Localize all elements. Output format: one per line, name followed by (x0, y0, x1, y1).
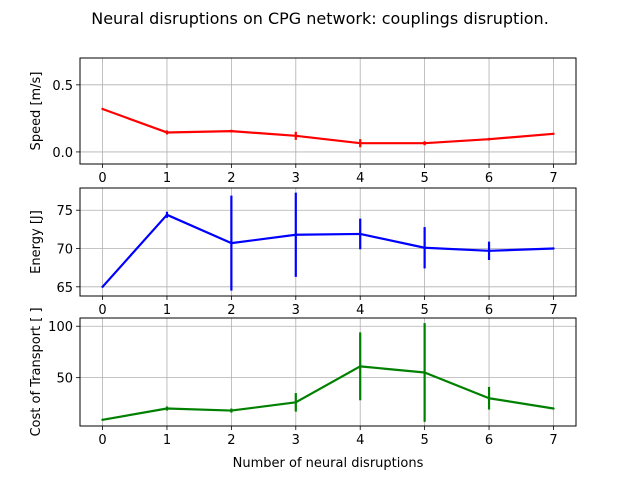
energy-x-tick-label: 6 (485, 303, 493, 318)
energy-y-tick-label: 65 (56, 281, 73, 296)
speed-x-tick-label: 3 (292, 171, 300, 186)
energy-data-point (294, 233, 297, 236)
cost-of-transport-subplot: 0 1 2 3 4 5 6 7 50 100 Cost of Transport [ ] Number… (29, 307, 577, 471)
cost-of-transport-x-tick-label: 2 (227, 433, 235, 448)
cost-of-transport-data-point (230, 409, 233, 412)
speed-data-point (101, 107, 104, 111)
energy-data-point (230, 241, 233, 245)
speed-data-point (294, 134, 297, 138)
energy-x-tick-label: 0 (98, 303, 106, 318)
energy-x-tick-label: 1 (163, 303, 171, 318)
figure-title: Neural disruptions on CPG network: coupl… (91, 9, 549, 28)
cost-of-transport-data-point (552, 407, 555, 410)
speed-data-point (359, 142, 362, 145)
energy-x-tick-label: 3 (292, 303, 300, 318)
energy-data-point (423, 246, 426, 249)
speed-x-tick-label: 7 (549, 171, 557, 186)
cost-of-transport-x-tick-label: 5 (420, 433, 428, 448)
speed-data-point (552, 132, 555, 136)
energy-data-point (487, 249, 491, 253)
cost-of-transport-data-point (294, 401, 297, 404)
cost-of-transport-data-point (487, 397, 491, 400)
speed-y-tick-label: 0.5 (52, 79, 73, 94)
energy-x-tick-label: 5 (420, 303, 428, 318)
cost-of-transport-x-tick-label: 6 (485, 433, 493, 448)
cost-of-transport-data-point (423, 371, 426, 374)
speed-y-axis-label: Speed [m/s] (29, 72, 44, 151)
cost-of-transport-x-tick-label: 7 (549, 433, 557, 448)
speed-axes-frame (79, 57, 577, 165)
cost-of-transport-x-tick-label: 4 (356, 433, 364, 448)
energy-x-tick-label: 7 (549, 303, 557, 318)
speed-data-point (230, 129, 233, 133)
energy-data-point (552, 247, 555, 250)
cost-of-transport-y-tick-label: 100 (48, 320, 73, 335)
cost-of-transport-x-tick-label: 1 (163, 433, 171, 448)
speed-x-tick-label: 6 (485, 171, 493, 186)
cost-of-transport-y-tick-label: 50 (56, 372, 73, 387)
energy-axes-frame (79, 187, 577, 297)
energy-data-point (101, 285, 104, 289)
cost-of-transport-data-point (165, 407, 169, 410)
energy-subplot: 0 1 2 3 4 5 6 7 65 70 75 Energy [J] (29, 187, 577, 318)
speed-data-point (165, 131, 169, 134)
cost-of-transport-data-point (359, 365, 362, 368)
energy-y-axis-label: Energy [J] (29, 210, 44, 274)
speed-x-tick-label: 5 (420, 171, 428, 186)
energy-x-tick-label: 4 (356, 303, 364, 318)
cost-of-transport-series-line (102, 365, 554, 421)
speed-x-tick-label: 4 (356, 171, 364, 186)
cost-of-transport-x-tick-label: 3 (292, 433, 300, 448)
speed-data-point (423, 142, 426, 145)
cost-of-transport-data-point (101, 418, 104, 422)
energy-x-tick-label: 2 (227, 303, 235, 318)
energy-data-point (165, 213, 169, 217)
cost-of-transport-x-tick-label: 0 (98, 433, 106, 448)
speed-x-tick-label: 2 (227, 171, 235, 186)
speed-subplot: 0 1 2 3 4 5 6 7 0.0 0.5 Speed [m/s] (29, 57, 577, 186)
speed-y-tick-label: 0.0 (52, 146, 73, 161)
speed-series-line (102, 107, 554, 145)
energy-data-point (359, 232, 362, 236)
speed-data-point (487, 137, 491, 141)
energy-y-tick-label: 70 (56, 243, 73, 258)
speed-x-tick-label: 0 (98, 171, 106, 186)
cost-of-transport-axes-frame (79, 317, 577, 427)
energy-y-tick-label: 75 (56, 204, 73, 219)
cost-of-transport-x-axis-label: Number of neural disruptions (233, 456, 424, 471)
speed-x-tick-label: 1 (163, 171, 171, 186)
energy-series-line (101, 213, 554, 288)
cost-of-transport-y-axis-label: Cost of Transport [ ] (29, 307, 44, 436)
